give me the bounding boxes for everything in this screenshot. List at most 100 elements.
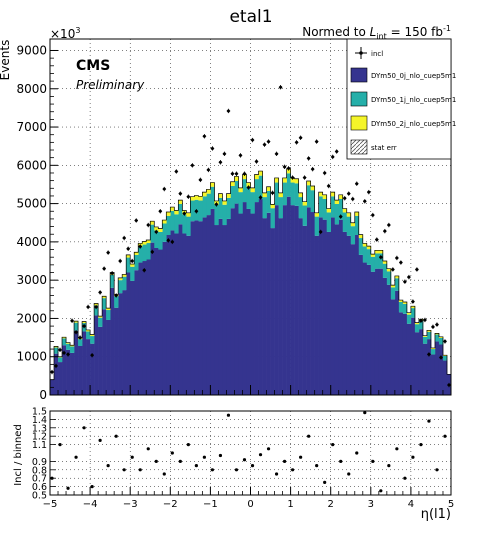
main-y-tick-label-4: 4000 [16,235,47,249]
incl-point-34 [186,194,191,199]
bar-0-16 [114,307,119,395]
incl-point-21 [134,218,139,223]
bar-0-23 [142,261,147,395]
bar-0-51 [254,202,259,395]
bar-0-97 [438,344,444,395]
bar-0-63 [302,225,307,395]
incl-point-4 [66,352,70,357]
legend-label-0j: DYm50_0j_nlo_cuep5m1 [371,72,456,80]
ratio-point-31 [299,455,303,459]
bar-2-38 [202,192,207,197]
bar-0-45 [230,208,235,395]
main-y-tick-label-3: 3000 [16,273,47,287]
ratio-point-27 [266,447,271,451]
bar-1-61 [294,183,299,206]
bar-1-83 [382,263,388,278]
ratio-point-45 [411,455,415,459]
bar-1-75 [350,226,356,245]
bar-0-59 [286,196,291,395]
legend-swatch-1j [350,91,368,107]
bar-0-78 [362,262,368,395]
bar-0-82 [378,268,384,395]
bar-2-61 [294,178,299,184]
ratio-y-tick-label-2: 0.7 [32,474,47,485]
bar-2-44 [226,193,231,198]
bar-2-66 [314,212,319,217]
bar-1-91 [414,324,420,333]
bar-1-69 [326,212,331,232]
bar-0-33 [182,233,187,395]
bar-1-44 [226,197,231,219]
bar-1-5 [70,346,75,353]
bar-0-42 [218,218,223,395]
bar-2-91 [414,322,420,325]
bar-2-31 [174,210,179,215]
bar-2-45 [230,181,235,186]
incl-point-93 [423,317,427,323]
bar-2-23 [142,241,147,245]
bar-1-74 [346,216,352,236]
ratio-point-22 [226,413,231,417]
ratio-plot-panel: 0.50.60.70.80.91.11.21.31.41.5 −5 −4 −3 −2−… [32,407,454,511]
bar-0-85 [390,299,396,395]
incl-point-90 [411,299,415,304]
bar-1-42 [218,197,223,219]
bar-2-98 [442,355,448,356]
incl-point-56 [274,151,279,157]
bar-2-14 [106,308,111,311]
incl-point-96 [435,322,439,327]
ratio-x-tick-label-10: 5 [448,499,454,510]
ratio-x-tick-label-8: 3 [368,499,374,510]
bar-2-94 [426,330,432,332]
bar-2-79 [366,246,372,250]
bar-2-83 [382,261,388,264]
bar-2-40 [210,182,215,187]
ratio-y-tick-label-4: 0.9 [32,457,47,468]
ratio-point-4 [82,426,86,430]
ratio-x-tick-label-7: 2 [328,499,334,510]
bar-0-52 [258,199,263,395]
bar-2-65 [310,185,315,191]
incl-point-87 [399,260,403,265]
ratio-point-14 [162,472,166,476]
ratio-point-32 [307,434,311,438]
legend-entry-incl: incl [355,47,383,59]
main-y-tick-label-7: 7000 [16,120,47,134]
ratio-point-41 [379,489,383,493]
incl-point-65 [310,166,315,172]
bar-0-14 [106,319,111,395]
bar-2-17 [118,277,123,281]
bar-1-63 [302,205,307,226]
incl-point-27 [158,209,163,214]
bar-2-96 [434,333,440,335]
legend-swatch-stat-err [350,139,368,155]
bar-1-45 [230,185,235,209]
ratio-y-tick-label-9: 1.5 [32,407,47,418]
ratio-point-3 [74,455,78,459]
bar-0-7 [78,346,83,395]
exponent-label: ×103 [50,26,80,41]
ratio-point-15 [170,451,174,455]
bar-2-90 [410,306,416,309]
bar-1-35 [190,200,195,222]
bar-0-60 [290,205,295,395]
y-axis-label: Events [0,40,12,81]
ratio-point-39 [363,411,367,415]
incl-point-6 [74,330,78,335]
incl-point-8 [82,323,86,329]
bar-2-47 [238,187,243,193]
bar-1-15 [110,274,115,288]
bar-1-98 [442,355,448,361]
bar-0-1 [54,353,59,395]
incl-point-82 [379,254,383,260]
incl-point-22 [138,244,143,249]
bar-0-4 [66,349,71,395]
incl-point-1 [54,363,58,369]
incl-point-28 [162,186,167,192]
incl-point-80 [371,212,375,218]
ratio-x-tick-label-5: 0 [247,499,253,510]
incl-point-94 [427,352,431,357]
bar-0-80 [370,271,376,395]
incl-point-64 [306,156,311,161]
bar-2-25 [150,221,155,225]
